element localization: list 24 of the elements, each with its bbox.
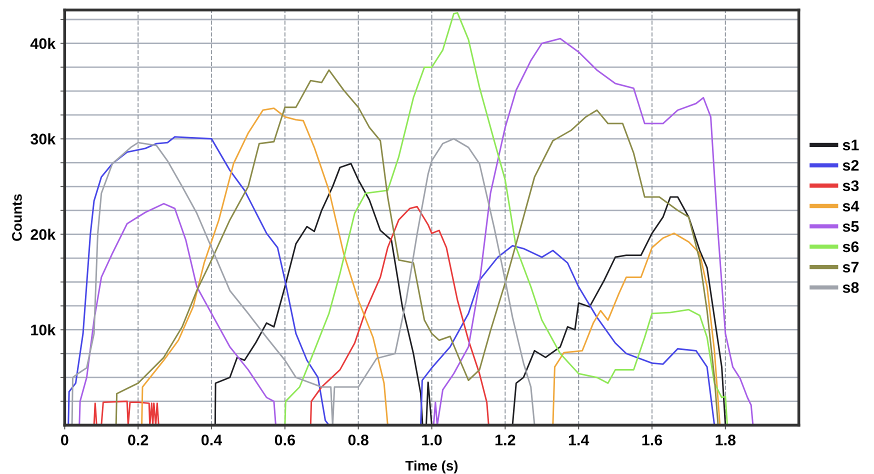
x-tick-label: 1.8 (716, 434, 736, 446)
y-tick-label: 30k (30, 133, 56, 145)
x-axis-title: Time (s) (405, 460, 458, 474)
legend-label: s1 (842, 140, 859, 150)
legend-label: s7 (842, 262, 859, 273)
y-tick-label: 40k (30, 38, 56, 50)
x-tick-label: 1.4 (568, 434, 590, 446)
legend-label: s3 (842, 180, 859, 192)
x-tick-label: 1.0 (422, 434, 442, 446)
legend-label: s5 (842, 221, 859, 232)
legend-label: s8 (842, 282, 859, 293)
y-axis-title: Counts (12, 194, 22, 241)
legend-label: s6 (842, 241, 859, 252)
x-tick-label: 0.8 (348, 434, 368, 446)
x-tick-label: 0.2 (128, 434, 148, 446)
x-tick-label: 0 (61, 434, 68, 446)
y-tick-label: 10k (31, 324, 56, 336)
legend-label: s2 (842, 160, 859, 171)
x-tick-label: 1.2 (496, 434, 516, 446)
x-tick-label: 0.6 (274, 434, 295, 446)
x-tick-label: 1.6 (642, 434, 662, 446)
legend-label: s4 (842, 200, 860, 212)
x-tick-label: 0.4 (201, 434, 222, 446)
y-tick-label: 20k (30, 228, 56, 240)
